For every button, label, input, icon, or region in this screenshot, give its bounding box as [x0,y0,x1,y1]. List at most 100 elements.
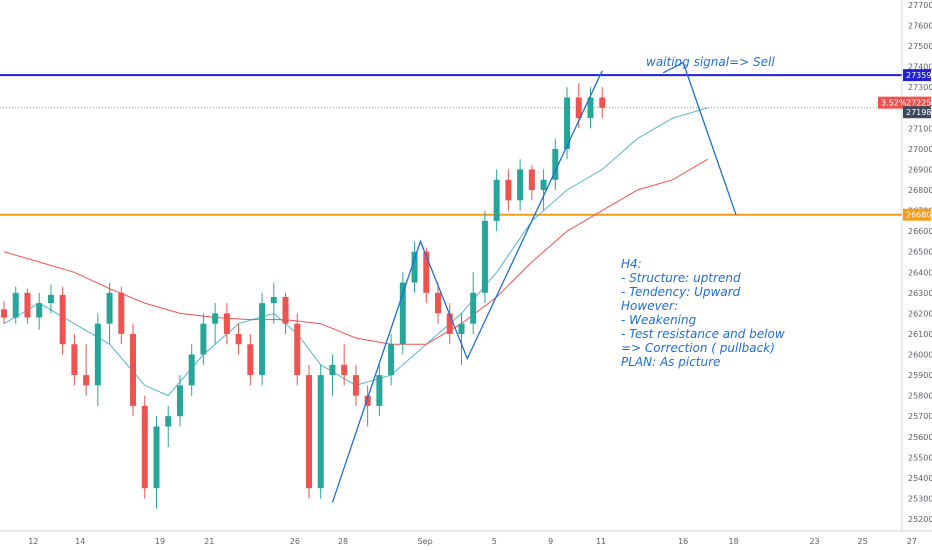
candle[interactable] [118,286,125,345]
current-price-tag: 27225 [903,96,931,109]
change-percent-tag-box [878,96,903,109]
time-axis[interactable]: 12 14 19 21 26 28 Sep 5 9 11 16 18 23 25 27 [28,537,917,546]
x-tick-label: 12 [28,537,38,546]
candle-body [481,220,488,293]
candle[interactable] [329,354,336,396]
candle[interactable] [587,87,594,129]
x-tick-label: 25 [858,537,868,546]
y-tick-label: 25600 [908,433,932,442]
hlines-layer [0,74,902,216]
candle[interactable] [564,87,571,160]
candle[interactable] [505,169,512,211]
candle[interactable] [317,364,324,499]
candle[interactable] [153,416,160,509]
support-price-tag-box [903,208,931,221]
candle[interactable] [470,272,477,334]
candle-body [341,364,348,376]
candle[interactable] [599,87,606,119]
candle[interactable] [294,313,301,386]
x-tick-label: 9 [548,537,553,546]
candle[interactable] [411,241,418,293]
candle[interactable] [399,272,406,355]
y-tick-label: 26200 [908,309,932,318]
candle[interactable] [12,286,19,324]
candle[interactable] [130,323,137,417]
y-tick-label: 27100 [908,124,932,133]
candle-body [259,303,266,376]
candle[interactable] [493,169,500,232]
candle[interactable] [141,395,148,499]
candle[interactable] [376,364,383,417]
candle[interactable] [458,313,465,365]
current-price-tag-box [903,96,931,109]
candle[interactable] [165,405,172,448]
y-tick-label: 25200 [908,515,932,524]
candle-body [235,333,242,345]
candle-body [587,97,594,119]
candle-body [59,294,66,345]
candle-body [364,395,371,406]
candle[interactable] [364,385,371,427]
candle[interactable] [305,364,312,499]
candle[interactable] [446,303,453,345]
candle[interactable] [247,333,254,386]
candle[interactable] [200,313,207,365]
candle[interactable] [481,210,488,304]
resistance-price-tag: 27359 [903,69,931,82]
candle[interactable] [352,364,359,406]
candle[interactable] [259,292,266,386]
candle[interactable] [235,323,242,355]
candle-body [223,313,230,334]
candle-body [388,344,395,376]
candle[interactable] [71,333,78,386]
candle-body [575,97,582,119]
x-tick-label: 27 [907,537,917,546]
candle[interactable] [552,138,559,191]
x-tick-label: 26 [290,537,300,546]
candle-body [24,292,31,318]
candle[interactable] [528,165,535,201]
support-price-tag: 26680 [903,208,931,221]
candle[interactable] [106,282,113,345]
candle-body [94,323,101,386]
candle[interactable] [223,303,230,345]
y-tick-label: 26600 [908,227,932,236]
signal-annotation[interactable]: waiting signal=> Sell [646,55,775,69]
candle[interactable] [435,282,442,324]
candle[interactable] [1,301,7,324]
candle-body [305,375,312,489]
candle[interactable] [341,344,348,386]
candle[interactable] [36,292,43,330]
candle[interactable] [388,333,395,386]
candle-body [435,292,442,314]
y-tick-label: 27400 [908,63,932,72]
candle-body [294,323,301,376]
drawings-layer [331,61,737,503]
candle[interactable] [83,344,90,396]
candle[interactable] [270,282,277,324]
candle[interactable] [47,284,54,314]
y-tick-label: 27600 [908,22,932,31]
projection-line[interactable] [662,61,737,215]
candle[interactable] [517,159,524,211]
candle[interactable] [212,303,219,345]
candle[interactable] [282,292,289,334]
candle-body [411,251,418,283]
candle-body [282,296,289,324]
candle-body [552,148,559,180]
analysis-line: => Correction ( pullback) [621,341,775,355]
candle-body [36,303,43,318]
candle[interactable] [540,169,547,211]
candle[interactable] [94,313,101,406]
candles-layer[interactable] [1,83,606,509]
candle[interactable] [188,344,195,396]
pattern-zigzag-line[interactable] [331,70,603,503]
candle-body [446,313,453,334]
candle-body [399,282,406,345]
analysis-annotation[interactable]: H4:- Structure: uptrend- Tendency: Upwar… [621,257,785,369]
candle-body [165,416,172,427]
candle[interactable] [59,286,66,355]
candle[interactable] [24,288,31,324]
candle[interactable] [176,375,183,427]
